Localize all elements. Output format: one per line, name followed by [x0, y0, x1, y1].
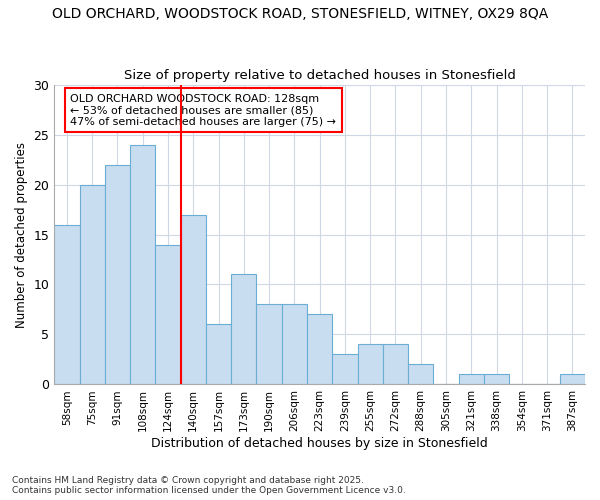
- Bar: [282, 304, 307, 384]
- Bar: [560, 374, 585, 384]
- Title: Size of property relative to detached houses in Stonesfield: Size of property relative to detached ho…: [124, 69, 515, 82]
- Bar: [484, 374, 509, 384]
- Bar: [206, 324, 231, 384]
- Text: OLD ORCHARD WOODSTOCK ROAD: 128sqm
← 53% of detached houses are smaller (85)
47%: OLD ORCHARD WOODSTOCK ROAD: 128sqm ← 53%…: [70, 94, 336, 127]
- Y-axis label: Number of detached properties: Number of detached properties: [15, 142, 28, 328]
- Bar: [332, 354, 358, 384]
- Bar: [54, 224, 80, 384]
- Bar: [155, 244, 181, 384]
- Bar: [458, 374, 484, 384]
- Bar: [383, 344, 408, 385]
- Bar: [408, 364, 433, 384]
- Bar: [130, 144, 155, 384]
- Bar: [307, 314, 332, 384]
- Bar: [231, 274, 256, 384]
- Text: Contains HM Land Registry data © Crown copyright and database right 2025.
Contai: Contains HM Land Registry data © Crown c…: [12, 476, 406, 495]
- Bar: [256, 304, 282, 384]
- Bar: [358, 344, 383, 385]
- X-axis label: Distribution of detached houses by size in Stonesfield: Distribution of detached houses by size …: [151, 437, 488, 450]
- Bar: [181, 214, 206, 384]
- Text: OLD ORCHARD, WOODSTOCK ROAD, STONESFIELD, WITNEY, OX29 8QA: OLD ORCHARD, WOODSTOCK ROAD, STONESFIELD…: [52, 8, 548, 22]
- Bar: [105, 164, 130, 384]
- Bar: [80, 184, 105, 384]
